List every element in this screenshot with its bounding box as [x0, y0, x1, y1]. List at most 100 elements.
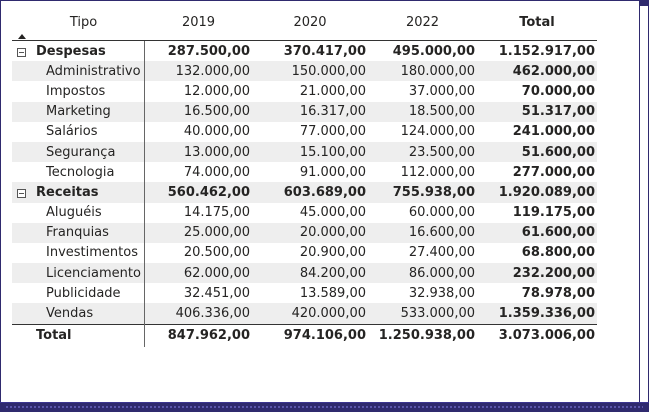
value-cell: 406.336,00 — [175, 306, 250, 322]
group-header-cell: Despesas — [12, 44, 145, 59]
column-header-2022[interactable]: 2022 — [405, 15, 440, 30]
row-label: Segurança — [46, 144, 116, 160]
total-cell: 1.920.089,00 — [498, 184, 595, 200]
column-header-2019[interactable]: 2019 — [181, 15, 216, 30]
value-cell: 40.000,00 — [183, 124, 250, 140]
column-header-tipo-label: Tipo — [69, 15, 98, 30]
matrix-header-row: Tipo 2019 2020 2022 Total — [12, 6, 597, 41]
total-cell: 1.152.917,00 — [498, 43, 595, 59]
total-cell: 78.978,00 — [521, 285, 595, 301]
grand-total-row: Total 847.962,00 974.106,00 1.250.938,00… — [12, 323, 597, 347]
value-cell: 13.000,00 — [183, 144, 250, 160]
value-cell: 18.500,00 — [408, 104, 475, 120]
value-cell: 755.938,00 — [392, 184, 475, 200]
total-cell: 51.317,00 — [521, 104, 595, 120]
total-cell: 119.175,00 — [512, 205, 595, 221]
table-row: Vendas 406.336,00 420.000,00 533.000,00 … — [12, 303, 597, 324]
table-row: Franquias 25.000,00 20.000,00 16.600,00 … — [12, 222, 597, 243]
row-label: Aluguéis — [46, 205, 102, 221]
total-cell: 462.000,00 — [512, 63, 595, 79]
row-label: Salários — [46, 124, 98, 140]
value-cell: 124.000,00 — [400, 124, 475, 140]
column-header-tipo[interactable]: Tipo — [12, 6, 145, 39]
value-cell: 27.400,00 — [408, 245, 475, 261]
row-label: Licenciamento — [46, 265, 141, 281]
value-cell: 60.000,00 — [408, 205, 475, 221]
value-cell: 132.000,00 — [175, 63, 250, 79]
value-cell: 13.589,00 — [299, 285, 366, 301]
value-cell: 74.000,00 — [183, 164, 250, 180]
value-cell: 16.600,00 — [408, 225, 475, 241]
column-header-2020[interactable]: 2020 — [293, 15, 327, 30]
value-cell: 287.500,00 — [167, 43, 250, 59]
value-cell: 23.500,00 — [408, 144, 475, 160]
value-cell: 32.451,00 — [183, 285, 250, 301]
value-cell: 16.500,00 — [183, 104, 250, 120]
value-cell: 16.317,00 — [299, 104, 366, 120]
value-cell: 45.000,00 — [299, 205, 366, 221]
total-cell: 70.000,00 — [521, 83, 595, 99]
total-cell: 61.600,00 — [521, 225, 595, 241]
group-label: Receitas — [36, 184, 99, 200]
row-label: Administrativo — [46, 63, 141, 79]
value-cell: 1.250.938,00 — [378, 328, 475, 344]
row-label: Vendas — [46, 306, 94, 322]
sort-ascending-icon[interactable] — [18, 34, 26, 39]
table-row: Tecnologia 74.000,00 91.000,00 112.000,0… — [12, 162, 597, 182]
row-label: Franquias — [46, 225, 109, 241]
value-cell: 974.106,00 — [283, 328, 366, 344]
row-label: Impostos — [46, 83, 106, 99]
value-cell: 77.000,00 — [299, 124, 366, 140]
total-cell: 3.073.006,00 — [498, 328, 595, 344]
value-cell: 560.462,00 — [167, 184, 250, 200]
value-cell: 603.689,00 — [283, 184, 366, 200]
value-cell: 150.000,00 — [291, 63, 366, 79]
matrix-body: Despesas 287.500,00 370.417,00 495.000,0… — [12, 41, 597, 347]
value-cell: 14.175,00 — [183, 205, 250, 221]
total-cell: 277.000,00 — [512, 164, 595, 180]
value-cell: 847.962,00 — [167, 328, 250, 344]
value-cell: 12.000,00 — [183, 83, 250, 99]
value-cell: 25.000,00 — [183, 225, 250, 241]
row-label: Marketing — [46, 104, 111, 120]
visual-frame-bottom-border — [0, 402, 649, 412]
value-cell: 533.000,00 — [400, 306, 475, 322]
row-label: Tecnologia — [46, 164, 115, 180]
value-cell: 112.000,00 — [400, 164, 475, 180]
row-label: Investimentos — [46, 245, 138, 261]
table-row: Licenciamento 62.000,00 84.200,00 86.000… — [12, 263, 597, 284]
value-cell: 84.200,00 — [299, 265, 366, 281]
collapse-minus-icon[interactable] — [17, 188, 26, 198]
total-cell: 51.600,00 — [521, 144, 595, 160]
value-cell: 37.000,00 — [408, 83, 475, 99]
total-cell: 1.359.336,00 — [498, 306, 595, 322]
table-row: Segurança 13.000,00 15.100,00 23.500,00 … — [12, 141, 597, 163]
value-cell: 32.938,00 — [408, 285, 475, 301]
value-cell: 15.100,00 — [299, 144, 366, 160]
row-header-divider — [144, 41, 145, 347]
value-cell: 20.900,00 — [299, 245, 366, 261]
grand-total-label: Total — [36, 328, 72, 344]
value-cell: 20.000,00 — [299, 225, 366, 241]
group-row-receitas: Receitas 560.462,00 603.689,00 755.938,0… — [12, 182, 597, 203]
group-header-cell: Receitas — [12, 185, 145, 200]
collapse-minus-icon[interactable] — [17, 47, 26, 57]
value-cell: 86.000,00 — [408, 265, 475, 281]
total-cell: 241.000,00 — [512, 124, 595, 140]
table-row: Administrativo 132.000,00 150.000,00 180… — [12, 61, 597, 82]
table-row: Marketing 16.500,00 16.317,00 18.500,00 … — [12, 101, 597, 122]
value-cell: 495.000,00 — [392, 43, 475, 59]
table-row: Salários 40.000,00 77.000,00 124.000,00 … — [12, 122, 597, 142]
total-cell: 68.800,00 — [521, 245, 595, 261]
column-header-total[interactable]: Total — [519, 15, 555, 30]
value-cell: 21.000,00 — [299, 83, 366, 99]
group-label: Despesas — [36, 43, 106, 59]
table-row: Impostos 12.000,00 21.000,00 37.000,00 7… — [12, 81, 597, 101]
matrix-table: Tipo 2019 2020 2022 Total Despesas 287.5… — [12, 6, 597, 347]
value-cell: 91.000,00 — [299, 164, 366, 180]
table-row: Aluguéis 14.175,00 45.000,00 60.000,00 1… — [12, 203, 597, 223]
row-label: Publicidade — [46, 285, 121, 301]
value-cell: 370.417,00 — [283, 43, 366, 59]
group-row-despesas: Despesas 287.500,00 370.417,00 495.000,0… — [12, 41, 597, 61]
table-row: Investimentos 20.500,00 20.900,00 27.400… — [12, 243, 597, 263]
